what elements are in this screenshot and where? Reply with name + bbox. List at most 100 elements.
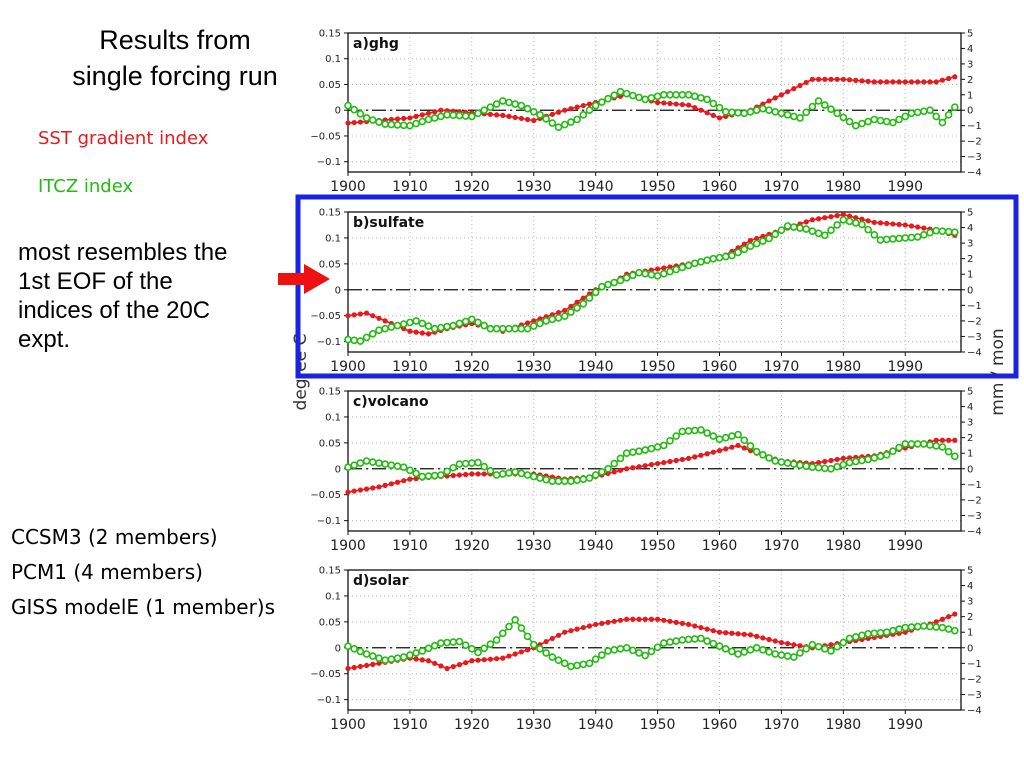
itcz-point xyxy=(443,111,451,119)
itcz-point xyxy=(746,242,755,251)
left-tick-label: 0.15 xyxy=(319,208,341,219)
itcz-point xyxy=(598,651,606,659)
sst-point xyxy=(549,111,555,117)
itcz-point xyxy=(449,463,458,472)
itcz-point xyxy=(356,337,365,345)
itcz-point xyxy=(858,631,866,640)
itcz-point xyxy=(498,470,507,478)
itcz-point xyxy=(777,651,786,659)
itcz-point xyxy=(734,108,742,117)
itcz-point xyxy=(430,324,439,333)
itcz-point xyxy=(424,472,433,480)
itcz-point xyxy=(759,450,767,459)
sst-point xyxy=(648,462,655,468)
sst-point xyxy=(791,642,797,648)
itcz-point xyxy=(554,477,563,486)
itcz-point xyxy=(344,463,352,472)
itcz-point xyxy=(926,441,934,449)
itcz-point xyxy=(492,324,501,333)
left-tick-label: 0.05 xyxy=(319,259,341,270)
itcz-point xyxy=(752,447,761,456)
itcz-point xyxy=(554,313,563,322)
sst-point xyxy=(803,79,809,86)
sst-point xyxy=(401,478,407,484)
itcz-point xyxy=(523,104,532,113)
itcz-point xyxy=(709,639,718,648)
itcz-point xyxy=(802,225,811,233)
sst-point xyxy=(797,643,803,649)
sst-point xyxy=(388,481,394,487)
left-tick-label: 0.15 xyxy=(319,566,341,577)
itcz-point xyxy=(548,653,557,661)
itcz-point xyxy=(684,90,693,99)
itcz-point xyxy=(641,95,650,104)
right-tick-label: 3 xyxy=(967,59,973,70)
itcz-point xyxy=(418,319,427,328)
itcz-point xyxy=(777,458,786,466)
red-arrow-icon xyxy=(278,264,330,294)
sst-point xyxy=(463,471,469,478)
sst-point xyxy=(574,104,580,110)
itcz-point xyxy=(461,459,470,468)
sst-point xyxy=(605,619,611,625)
itcz-point xyxy=(703,95,711,104)
itcz-point xyxy=(944,447,953,456)
itcz-point xyxy=(418,647,427,655)
itcz-point xyxy=(387,323,396,331)
sst-point xyxy=(593,621,599,628)
itcz-point xyxy=(449,638,458,646)
itcz-point xyxy=(480,462,489,471)
model-item-pcm1: PCM1 (4 members) xyxy=(11,560,203,584)
itcz-point xyxy=(430,641,439,650)
sst-point xyxy=(469,658,475,664)
itcz-point xyxy=(356,110,365,118)
itcz-point xyxy=(882,628,891,637)
itcz-point xyxy=(443,322,451,331)
itcz-point xyxy=(635,268,643,277)
x-tick-label: 1970 xyxy=(764,538,800,554)
itcz-point xyxy=(802,645,811,653)
itcz-point xyxy=(752,643,761,652)
itcz-point xyxy=(375,326,383,335)
itcz-point xyxy=(424,322,433,330)
itcz-point xyxy=(820,645,829,653)
itcz-point xyxy=(368,116,377,124)
itcz-point xyxy=(858,456,866,465)
sst-point xyxy=(413,329,419,335)
itcz-point xyxy=(591,655,600,663)
right-tick-label: −4 xyxy=(967,168,982,179)
itcz-point xyxy=(641,446,650,454)
itcz-point xyxy=(622,449,631,458)
sst-point xyxy=(791,86,797,92)
itcz-point xyxy=(344,101,352,110)
sst-point xyxy=(797,82,803,89)
itcz-point xyxy=(604,464,612,473)
right-tick-label: 0 xyxy=(967,106,973,117)
sst-point xyxy=(927,79,933,85)
itcz-point xyxy=(468,459,476,467)
itcz-point xyxy=(424,644,433,653)
itcz-point xyxy=(814,97,823,105)
itcz-point xyxy=(505,622,513,631)
sst-point xyxy=(809,217,815,223)
sst-point xyxy=(357,663,363,670)
sst-point xyxy=(394,116,401,122)
itcz-point xyxy=(895,443,903,452)
itcz-point xyxy=(368,330,377,338)
sst-point xyxy=(828,214,834,220)
itcz-point xyxy=(375,654,383,662)
itcz-point xyxy=(715,103,724,112)
sst-point xyxy=(704,451,710,457)
itcz-point xyxy=(412,119,420,128)
itcz-point xyxy=(913,233,922,241)
sst-point xyxy=(877,220,884,226)
itcz-point xyxy=(820,231,829,240)
x-tick-label: 1910 xyxy=(392,717,428,733)
itcz-point xyxy=(765,454,773,462)
itcz-point xyxy=(406,466,414,475)
itcz-point xyxy=(474,109,482,118)
sst-point xyxy=(376,660,382,666)
sst-point xyxy=(939,437,946,443)
sst-point xyxy=(704,110,710,116)
itcz-point xyxy=(356,459,365,467)
